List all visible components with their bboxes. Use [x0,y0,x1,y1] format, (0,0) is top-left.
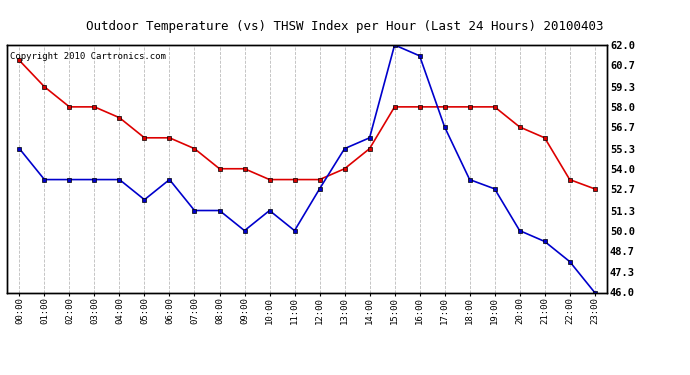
Text: Outdoor Temperature (vs) THSW Index per Hour (Last 24 Hours) 20100403: Outdoor Temperature (vs) THSW Index per … [86,20,604,33]
Text: Copyright 2010 Cartronics.com: Copyright 2010 Cartronics.com [10,53,166,62]
